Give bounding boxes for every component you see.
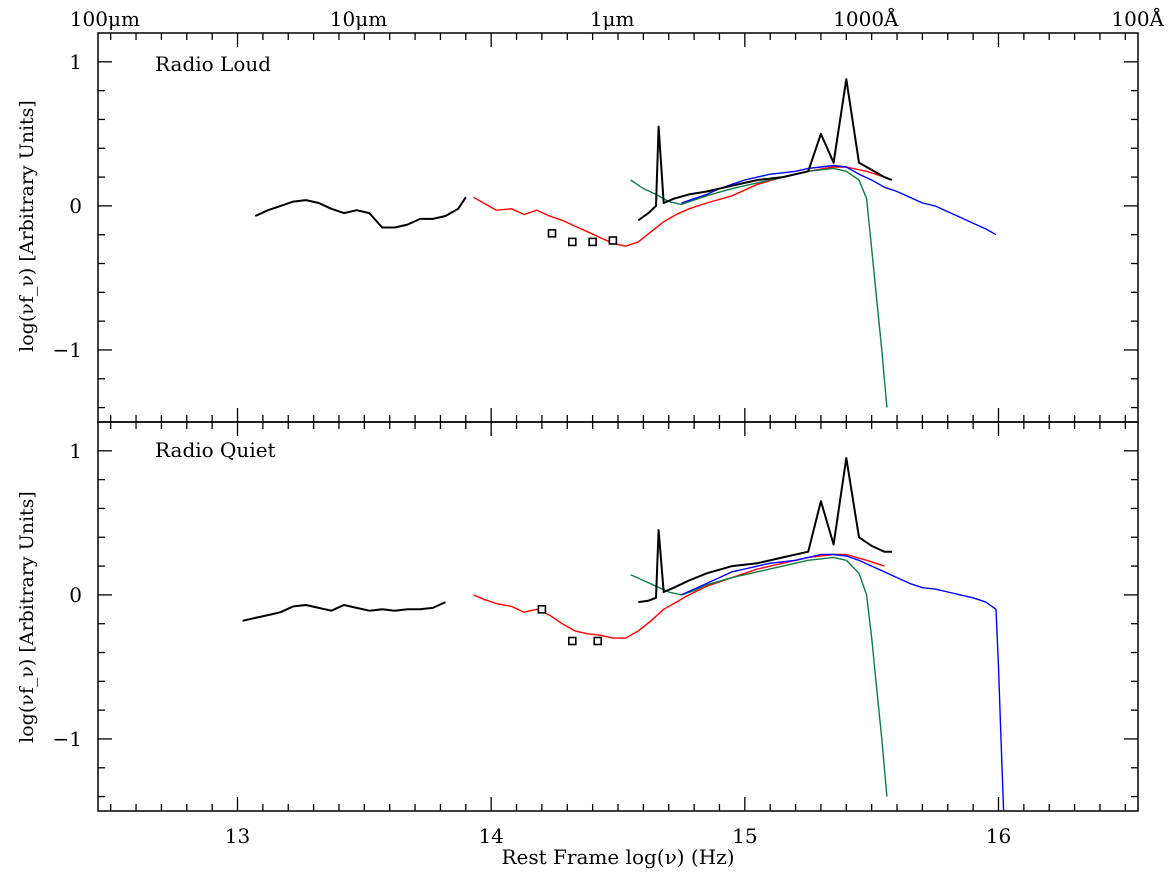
series-line-1-3 [681, 553, 1005, 812]
series-line-1-0 [242, 601, 446, 622]
y-tick-label: 0 [69, 194, 82, 218]
panel-radio-quiet: Radio Quiet log(νf_ν) [Arbitrary Units] … [16, 421, 1139, 869]
top-axis-label: 10μm [330, 7, 387, 31]
photometry-marker [547, 229, 557, 238]
x-tick-label: 14 [478, 824, 503, 848]
annotation-radio-loud: Radio Loud [155, 52, 271, 76]
photometry-marker [567, 237, 577, 247]
ticks-radio-quiet: 1 0 −1 13 14 15 16 [53, 422, 1138, 848]
series-layer-radio-quiet [242, 457, 1005, 812]
series-line-0-0 [254, 196, 467, 229]
top-wavelength-axis: 100μm 10μm 1μm 1000Å 100Å [70, 6, 1165, 31]
y-tick-label: 1 [69, 439, 82, 463]
x-tick-label: 13 [225, 824, 250, 848]
series-layer-radio-loud [254, 78, 997, 408]
series-line-0-4 [637, 78, 893, 222]
photometry-marker [588, 237, 597, 247]
annotation-radio-quiet: Radio Quiet [155, 438, 276, 462]
top-axis-label: 100μm [70, 7, 140, 31]
series-line-1-1 [473, 553, 885, 639]
series-line-0-2 [630, 167, 888, 408]
top-axis-label: 100Å [1111, 6, 1164, 31]
top-axis-label: 1000Å [833, 6, 899, 31]
y-tick-label: 0 [69, 583, 82, 607]
series-line-0-1 [473, 166, 885, 247]
y-tick-label: 1 [69, 50, 82, 74]
series-line-0-3 [681, 164, 997, 236]
series-line-1-4 [638, 457, 892, 604]
top-axis-label: 1μm [590, 7, 635, 31]
photometry-marker [537, 604, 547, 614]
x-tick-label: 15 [732, 824, 757, 848]
series-line-1-2 [630, 556, 888, 797]
panel-frame-radio-quiet [97, 421, 1139, 812]
panel-radio-loud: Radio Loud log(νf_ν) [Arbitrary Units] 1… [16, 32, 1139, 423]
ticks-radio-loud: 1 0 −1 [53, 33, 1138, 422]
y-tick-label: −1 [53, 338, 82, 362]
y-tick-label: −1 [53, 727, 82, 751]
photometry-marker [567, 636, 577, 646]
x-axis-label: Rest Frame log(ν) (Hz) [501, 845, 734, 869]
ylabel-radio-quiet: log(νf_ν) [Arbitrary Units] [16, 491, 38, 743]
x-tick-label: 16 [986, 824, 1011, 848]
photometry-marker [608, 236, 618, 245]
ylabel-radio-loud: log(νf_ν) [Arbitrary Units] [16, 100, 38, 352]
photometry-marker [593, 636, 603, 646]
